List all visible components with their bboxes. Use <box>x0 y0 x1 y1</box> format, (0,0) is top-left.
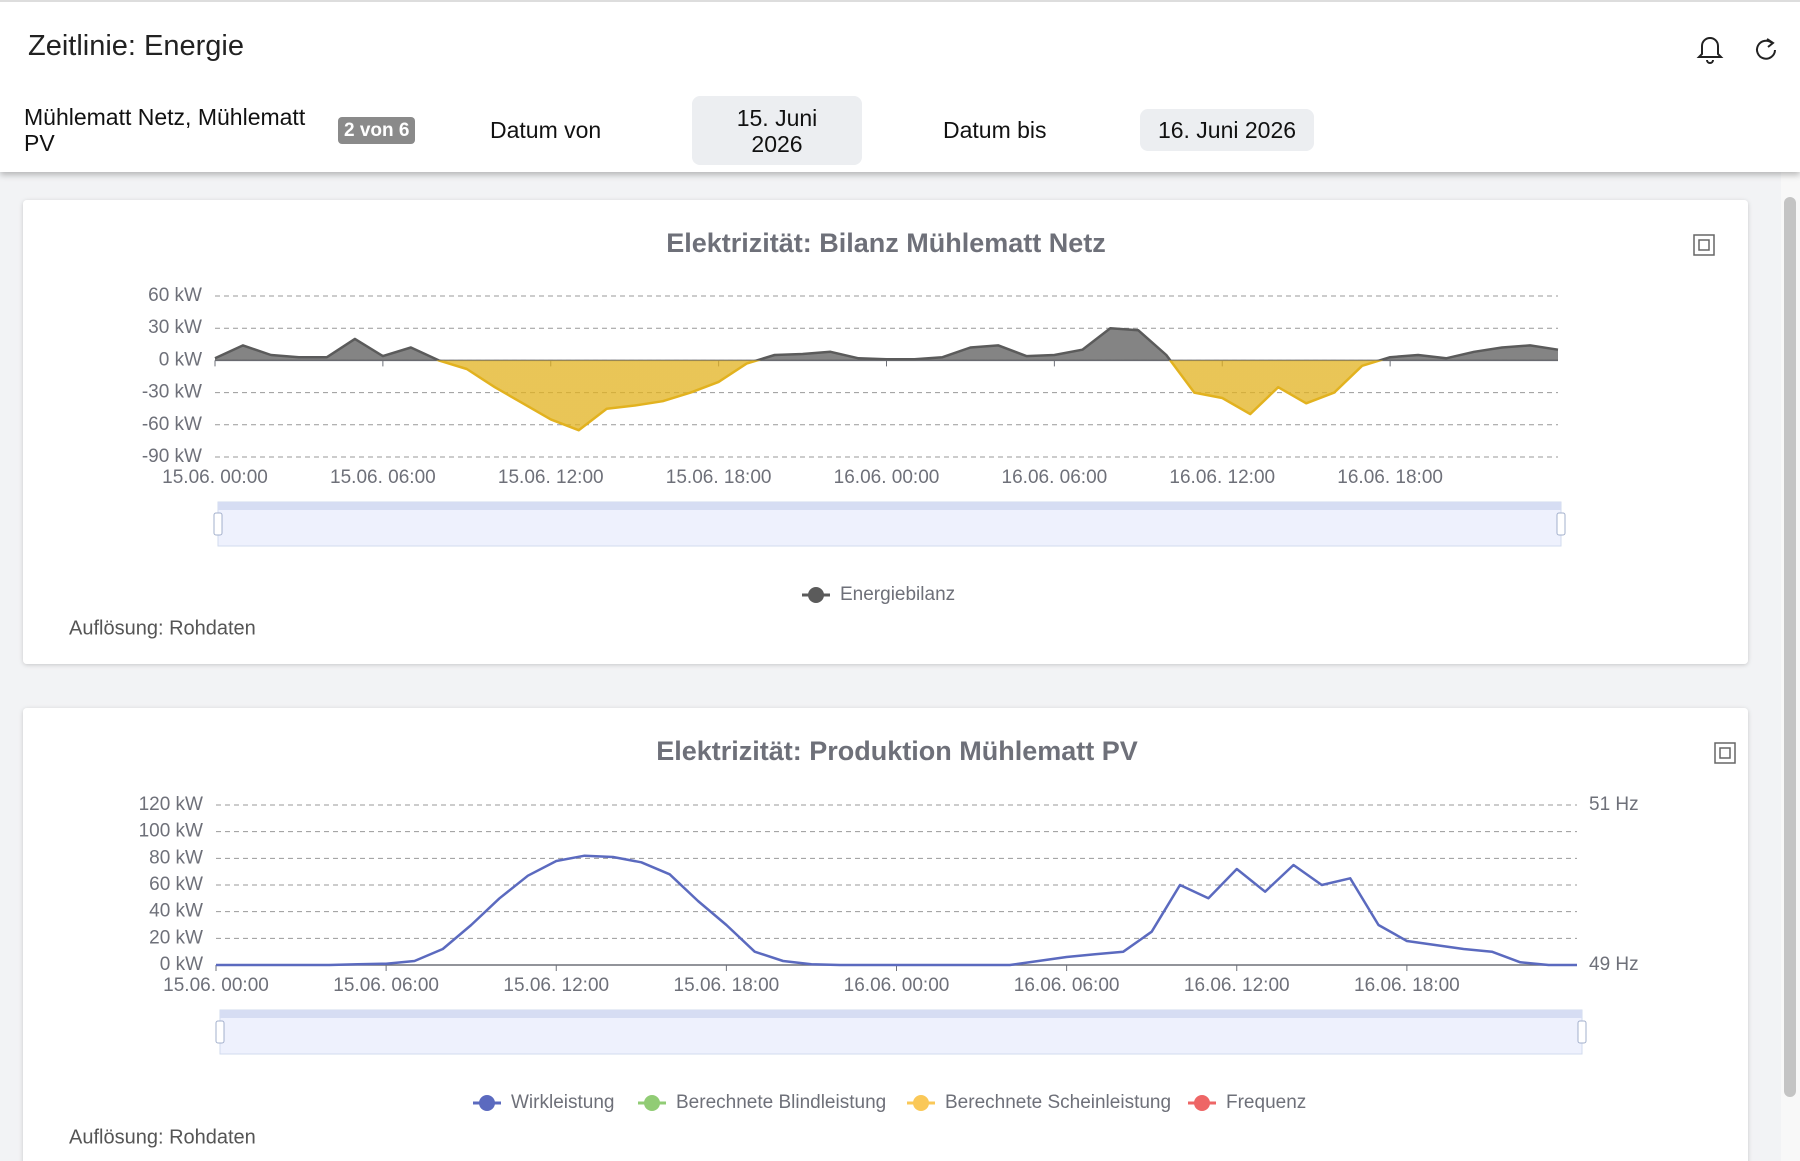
legend-marker <box>644 1095 660 1111</box>
legend-marker <box>808 587 824 603</box>
expand-icon-inner <box>1698 239 1710 251</box>
zoom-slider-bar <box>218 502 1561 510</box>
y-tick-label: -90 kW <box>142 446 202 467</box>
legend-marker <box>479 1095 495 1111</box>
line <box>216 854 1577 967</box>
legend-marker <box>913 1095 929 1111</box>
legend-label[interactable]: Wirkleistung <box>511 1092 614 1113</box>
zoom-handle[interactable] <box>1577 1020 1587 1044</box>
x-tick-label: 15.06. 06:00 <box>333 975 439 996</box>
chart-title: Elektrizität: Bilanz Mühlematt Netz <box>666 228 1106 258</box>
area <box>215 328 1558 431</box>
zoom-handle[interactable] <box>1556 512 1566 536</box>
date-from[interactable]: 15. Juni 2026 <box>692 96 862 165</box>
x-tick-label: 16.06. 18:00 <box>1337 467 1443 488</box>
x-tick-label: 15.06. 18:00 <box>666 467 772 488</box>
x-tick-label: 15.06. 00:00 <box>162 467 268 488</box>
zoom-slider-bar <box>220 1010 1582 1018</box>
expand-icon[interactable] <box>1714 742 1736 764</box>
date-to-label: Datum bis <box>943 117 1047 143</box>
y-tick-label: 0 kW <box>160 954 203 975</box>
x-tick-label: 16.06. 00:00 <box>834 467 940 488</box>
y-tick-label: 30 kW <box>148 317 202 338</box>
y-tick-label: 60 kW <box>149 874 203 895</box>
x-tick-label: 16.06. 06:00 <box>1002 467 1108 488</box>
x-tick-label: 16.06. 12:00 <box>1169 467 1275 488</box>
selection-count[interactable]: 2 von 6 <box>338 117 416 144</box>
line <box>214 326 1559 432</box>
scrollbar-thumb[interactable] <box>1784 197 1796 1097</box>
zoom-handle[interactable] <box>213 512 223 536</box>
legend-label[interactable]: Berechnete Blindleistung <box>676 1092 886 1113</box>
selection[interactable]: Mühlematt Netz, Mühlematt PV <box>24 104 306 156</box>
x-tick-label: 16.06. 12:00 <box>1184 975 1290 996</box>
legend-label[interactable]: Frequenz <box>1226 1092 1306 1113</box>
y-tick-label: 100 kW <box>139 821 203 842</box>
legend-label[interactable]: Berechnete Scheinleistung <box>945 1092 1171 1113</box>
legend-marker <box>1194 1095 1210 1111</box>
y2-tick-label: 51 Hz <box>1589 794 1639 815</box>
y-tick-label: 80 kW <box>149 847 203 868</box>
y-tick-label: -30 kW <box>142 382 202 403</box>
x-tick-label: 15.06. 06:00 <box>330 467 436 488</box>
refresh-icon[interactable] <box>1752 34 1780 64</box>
y-tick-label: 20 kW <box>149 927 203 948</box>
x-tick-label: 16.06. 06:00 <box>1014 975 1120 996</box>
x-tick-label: 16.06. 00:00 <box>844 975 950 996</box>
page-title: Zeitlinie: Energie <box>28 30 244 62</box>
x-tick-label: 15.06. 18:00 <box>674 975 780 996</box>
y-tick-label: 120 kW <box>139 794 203 815</box>
header: Zeitlinie: Energie Mühlematt Netz, Mühle… <box>0 0 1800 172</box>
y-tick-label: 60 kW <box>148 285 202 306</box>
chart-title: Elektrizität: Produktion Mühlematt PV <box>656 736 1138 766</box>
date-to[interactable]: 16. Juni 2026 <box>1140 109 1314 151</box>
y-tick-label: 40 kW <box>149 901 203 922</box>
resolution-note: Auflösung: Rohdaten <box>69 617 256 639</box>
x-tick-label: 15.06. 00:00 <box>163 975 269 996</box>
legend-label[interactable]: Energiebilanz <box>840 584 955 605</box>
bell-icon[interactable] <box>1696 34 1724 64</box>
x-tick-label: 16.06. 18:00 <box>1354 975 1460 996</box>
card <box>23 200 1748 664</box>
x-tick-label: 15.06. 12:00 <box>503 975 609 996</box>
x-tick-label: 15.06. 12:00 <box>498 467 604 488</box>
date-from-label: Datum von <box>490 117 602 143</box>
resolution-note: Auflösung: Rohdaten <box>69 1126 256 1148</box>
expand-icon[interactable] <box>1693 234 1715 256</box>
zoom-handle[interactable] <box>215 1020 225 1044</box>
y-tick-label: -60 kW <box>142 414 202 435</box>
y-tick-label: 0 kW <box>159 349 202 370</box>
expand-icon-inner <box>1719 747 1731 759</box>
y2-tick-label: 49 Hz <box>1589 954 1639 975</box>
